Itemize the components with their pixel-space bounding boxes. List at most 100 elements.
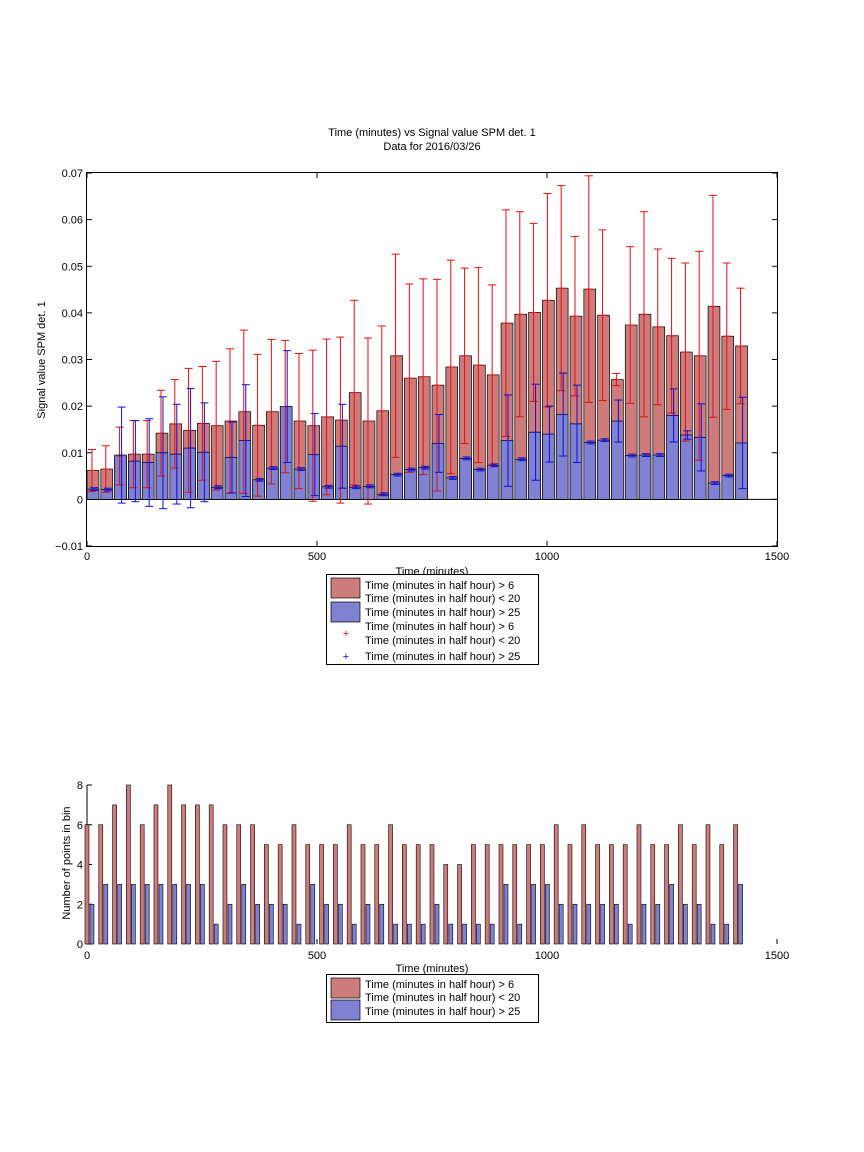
count-y-tick-label: 8 — [77, 780, 83, 792]
count-blue-bar — [724, 923, 730, 945]
count-red-bar — [719, 844, 725, 945]
count-blue-bar — [255, 903, 260, 945]
count-red-bar — [277, 844, 283, 945]
count-blue-bar — [572, 903, 578, 945]
blue-bar — [445, 477, 459, 500]
count-blue-bar — [614, 903, 619, 945]
count-red-bar — [346, 824, 352, 945]
blue-bar — [624, 455, 638, 500]
count-blue-bar — [669, 884, 674, 945]
blue-bar — [721, 475, 735, 500]
count-blue-bar — [655, 903, 661, 945]
red-bar — [348, 392, 362, 500]
count-blue-bar — [393, 923, 398, 945]
x-tick-label: 500 — [308, 551, 326, 563]
count-blue-bar — [117, 884, 122, 945]
count-blue-bar — [241, 884, 247, 945]
blue-bar — [652, 454, 666, 500]
count-red-bar — [208, 804, 214, 945]
legend-swatch-red-count — [330, 977, 361, 999]
count-blue-bar — [462, 923, 467, 945]
count-blue-bar — [489, 923, 495, 945]
count-y-tick-label: 2 — [77, 899, 83, 911]
count-red-bar — [636, 824, 642, 945]
count-red-bar — [222, 824, 228, 945]
count-red-bar — [705, 824, 711, 945]
chart-subtitle: Data for 2016/03/26 — [383, 141, 480, 153]
count-red-bar — [195, 804, 200, 945]
blue-bar — [514, 458, 528, 500]
count-x-tick-label: 1000 — [535, 950, 559, 962]
count-y-tick-label: 6 — [77, 820, 83, 832]
count-red-bar — [415, 844, 421, 945]
count-red-bar — [84, 824, 90, 945]
count-blue-bar — [89, 903, 95, 945]
blue-bar — [459, 457, 472, 500]
count-red-bar — [291, 824, 297, 945]
blue-bar — [486, 464, 500, 500]
blue-bar — [293, 468, 307, 500]
count-x-tick-label: 1500 — [765, 950, 789, 962]
legend-count-blue: Time (minutes in half hour) > 25 — [365, 1006, 520, 1018]
count-blue-bar — [365, 903, 371, 945]
count-blue-bar — [310, 884, 316, 945]
plot-frame — [86, 172, 778, 547]
count-red-bar — [319, 844, 324, 945]
count-red-bar — [250, 824, 255, 945]
count-red-bar — [678, 824, 683, 945]
count-red-bar — [622, 844, 628, 945]
legend-label-blue-bar: Time (minutes in half hour) > 25 — [365, 607, 520, 619]
legend-label-red-bar-line2: Time (minutes in half hour) < 20 — [365, 593, 520, 605]
count-red-bar — [512, 844, 518, 945]
count-blue-bar — [600, 903, 605, 945]
count-red-bar — [526, 844, 531, 945]
blue-bar — [376, 493, 390, 500]
blue-bar — [279, 406, 293, 500]
count-red-bar — [181, 804, 186, 945]
count-plot-area: 0 500 1000 1500 0 2 4 6 8 — [77, 780, 789, 962]
count-blue-bar — [186, 884, 191, 945]
count-red-bar — [264, 844, 269, 945]
count-red-bar — [167, 784, 173, 945]
legend-swatch-red-bar — [330, 577, 361, 599]
count-blue-bar — [545, 884, 550, 945]
count-x-tick-label: 500 — [308, 950, 326, 962]
count-blue-bar — [324, 903, 329, 945]
count-blue-bar — [558, 903, 564, 945]
legend-swatch-blue-bar — [330, 601, 361, 623]
blue-bar — [197, 451, 210, 500]
y-axis-label-count: Number of points in bin — [61, 806, 73, 919]
blue-bar — [169, 453, 183, 500]
count-red-bar — [471, 844, 476, 945]
count-red-bar — [98, 824, 104, 945]
y-tick-label: 0.06 — [62, 215, 83, 227]
legend-label-blue-marker: Time (minutes in half hour) > 25 — [365, 651, 520, 663]
blue-bar — [473, 469, 486, 500]
blue-bar — [390, 474, 403, 500]
count-red-bar — [429, 844, 435, 945]
chart-title: Time (minutes) vs Signal value SPM det. … — [328, 127, 535, 139]
count-blue-bar — [683, 903, 688, 945]
count-red-bar — [498, 844, 504, 945]
blue-bar — [597, 439, 610, 500]
signal-chart: Time (minutes) vs Signal value SPM det. … — [36, 127, 789, 665]
count-blue-bar — [434, 903, 440, 945]
count-red-bar — [236, 824, 242, 945]
legend-swatch-blue-count — [330, 999, 361, 1021]
blue-bar — [307, 454, 321, 500]
legend-count-red-line2: Time (minutes in half hour) < 20 — [365, 992, 520, 1004]
blue-bar — [141, 462, 155, 500]
blue-bar — [638, 454, 652, 500]
count-y-tick-label: 0 — [77, 939, 83, 951]
y-tick-label: 0.05 — [62, 261, 83, 273]
count-blue-bar — [227, 903, 233, 945]
signal-legend: Time (minutes in half hour) > 6 Time (mi… — [326, 574, 539, 665]
legend-marker-red-plus: + — [343, 628, 349, 640]
count-red-bar — [484, 844, 490, 945]
count-red-bar — [360, 844, 366, 945]
blue-bar — [128, 460, 141, 500]
count-blue-bar — [627, 923, 633, 945]
y-tick-label: 0.03 — [62, 355, 83, 367]
count-red-bar — [581, 824, 587, 945]
count-red-bar — [609, 844, 614, 945]
